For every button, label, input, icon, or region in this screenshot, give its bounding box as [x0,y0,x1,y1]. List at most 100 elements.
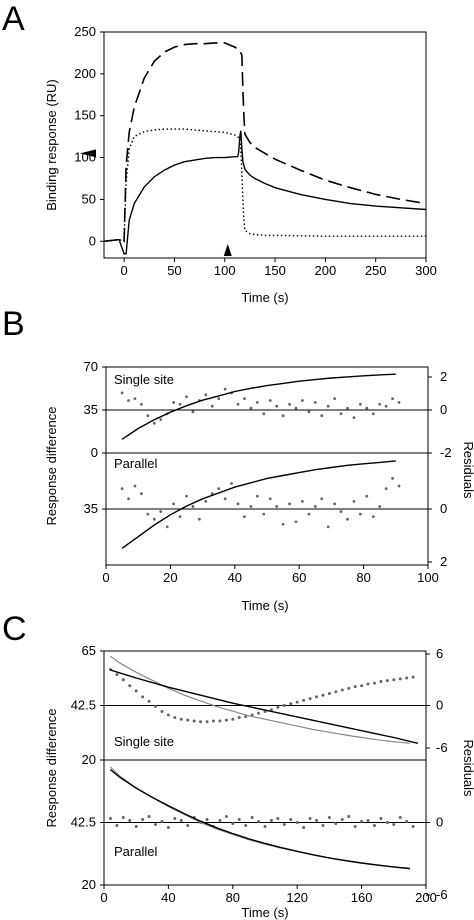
panel-b-frame [105,366,429,566]
panel-c-single-site-residual-point [392,678,396,682]
panel-c-parallel-residual-point [308,817,312,821]
panel-b-single-site-residual-point [243,397,246,400]
panel-c-parallel-residual-point [302,825,306,829]
panel-b-parallel-residual-point [249,505,253,508]
panel-c-single-site-residual-point [199,720,203,724]
panel-b-parallel-residual-point [197,517,201,521]
panel-c-single-site-residual-point [166,713,170,717]
panel-b-parallel-residual-point [120,487,124,490]
panel-c-single-site-residual-point [308,697,312,701]
panel-a-arrowhead-0 [80,149,96,158]
panel-b-single-site-y2tick-label-1: 0 [440,402,447,417]
panel-b-parallel-residual-point [159,510,163,513]
panel-b-single-site-y2tick-label-0: 2 [440,369,447,384]
panel-c-parallel-residual-point [263,824,267,828]
panel-c-single-site-residual-point [218,719,222,723]
panel-c-parallel-ytick-label-2: 20 [82,877,96,892]
panel-c-parallel-residual-point [108,817,112,821]
panel-c-single-site-residual-point [205,720,209,724]
panel-b-xtick-label-1: 20 [163,570,177,585]
panel-c-parallel-residual-point [392,822,396,826]
panel-b-parallel-residual-point [204,499,208,503]
panel-b-xtick-label-2: 40 [228,570,242,585]
panel-b-single-site-residual-point [378,402,382,406]
panel-b-single-site-residual-point [352,416,356,419]
panel-b-parallel-residual-point [178,515,182,519]
panel-b-single-site-fit-curve [121,373,396,440]
panel-b-single-site-residual-point [371,412,375,416]
panel-b-parallel-residual-point [140,492,143,496]
panel-b-single-site-residual-point [210,404,214,408]
panel-b-parallel-residual-point [320,497,324,501]
panel-c-parallel-residual-point [276,817,280,821]
panel-a: Binding response (RU) Time (s) [44,31,427,305]
panel-c-parallel-residual-point [282,822,286,826]
panel-c-single-site-ytick-label-1: 42.5 [71,698,96,713]
panel-c-single-site-residual-point [250,713,254,717]
panel-c-parallel-residual-point [405,820,409,824]
panel-b-single-site-residual-point [120,391,124,395]
panel-b-parallel-residual-point [146,512,150,516]
panel-b-single-site-residual-point [172,401,176,404]
panel-b-parallel-residual-point [326,525,330,529]
panel-a-xtick-label-6: 300 [415,263,437,278]
panel-label-a: A [2,0,25,38]
panel-b-xtick-label-5: 100 [417,570,439,585]
panel-b-single-site-ytick-label-1: 35 [84,402,98,417]
panel-b-parallel-residual-point [191,505,195,508]
panel-b-single-site-residual-point [294,406,298,410]
panel-c-single-site-residual-point [379,679,383,683]
panel-c-single-site-residual-point [321,693,325,697]
panel-c-parallel-residual-point [289,818,293,822]
panel-b: Response difference Residuals Time (s) S… [44,366,474,613]
panel-b-single-site-residual-point [236,402,240,406]
panel-c-single-site-residual-point [372,681,376,685]
panel-c-single-site-residual-point [141,695,145,699]
panel-a-xtick-label-1: 50 [167,263,181,278]
panel-b-single-site-residual-point [127,399,130,402]
panel-a-xtick-label-0: 0 [121,263,128,278]
panel-c-single-site-residual-point [244,715,248,719]
panel-c-single-site-residual-point [302,698,306,702]
panel-c-parallel-y2tick-label-0: 0 [436,815,443,830]
panel-c-xtick-label-3: 120 [286,890,308,905]
panel-c-single-site-residual-point [224,718,228,722]
panel-b-parallel-residual-point [301,499,304,503]
panel-a-ytick-label-3: 150 [74,108,96,123]
panel-b-parallel-residual-point [391,477,394,480]
panel-c-single-site-y2tick-label-1: 0 [436,698,443,713]
panel-b-single-site-residual-point [185,395,188,399]
panel-c-parallel-residual-point [128,819,132,823]
panel-b-single-site-ytick-label-0: 70 [84,359,98,374]
panel-c-parallel-residual-point [205,818,209,822]
panel-c-single-site-residual-point [385,679,389,683]
panel-c-ylabel: Response difference [44,708,59,827]
panel-c-parallel-residual-point [134,824,138,828]
panel-a-xtick-label-4: 200 [315,263,337,278]
panel-b-single-site-residual-point [255,401,259,404]
panel-c-parallel-residual-point [353,824,357,828]
panel-c-single-site-residual-point [347,686,351,690]
panel-c-single-site-residual-point [179,717,183,721]
panel-b-single-site-residual-point [191,410,195,414]
panel-b-parallel-fit-curve [121,460,396,549]
panel-b-single-site-residual-point [288,402,291,406]
panel-c-parallel-residual-point [360,820,364,824]
panel-b-parallel-residual-point [352,499,356,503]
panel-b-ylabel: Response difference [44,406,59,525]
panel-c-xtick-label-4: 160 [351,890,373,905]
panel-a-frame [103,31,427,259]
panel-b-parallel-residual-point [223,497,227,501]
panel-c-xlabel: Time (s) [241,905,288,920]
panel-c-parallel-residual-point [115,823,119,827]
panel-c-single-site-residual-point [269,708,273,712]
panel-c-single-site-residual-point [405,676,409,680]
panel-b-single-site-residual-point [223,387,227,391]
panel-b-parallel-residual-point [307,512,311,516]
panel-b-parallel-residual-point [243,515,246,519]
panel-c-single-site-residual-point [231,717,235,721]
panel-b-parallel-residual-point [255,494,259,498]
panel-b-single-site-residual-point [268,399,272,402]
panel-b-single-site-ytick-label-2: 0 [91,445,98,460]
panel-b-label-single-site: Single site [114,372,174,387]
